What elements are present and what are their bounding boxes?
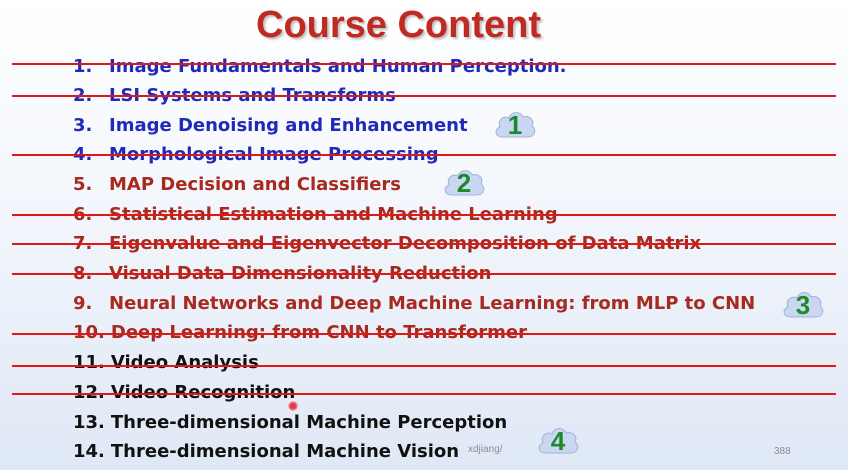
strike-line xyxy=(12,333,836,335)
item-number: 1. xyxy=(73,56,93,77)
course-item-11: 11. Video Analysis xyxy=(73,348,259,378)
item-text: Video Recognition xyxy=(110,382,296,403)
cloud-number: 2 xyxy=(456,168,472,198)
item-number: 12. xyxy=(73,382,105,403)
cloud-number: 3 xyxy=(795,290,811,320)
item-text: Three-dimensional Machine Vision xyxy=(110,441,460,462)
cloud-number: 4 xyxy=(550,426,566,456)
laser-pointer-dot xyxy=(288,401,298,411)
item-number: 14. xyxy=(73,441,105,462)
cloud-icon xyxy=(783,292,824,318)
strike-line xyxy=(12,214,836,216)
course-item-3: 3. Image Denoising and Enhancement xyxy=(73,111,468,141)
item-number: 3. xyxy=(73,115,93,136)
item-text: Deep Learning: from CNN to Transformer xyxy=(110,322,527,343)
course-item-10: 10. Deep Learning: from CNN to Transforme… xyxy=(73,318,527,348)
cloud-icon xyxy=(495,112,536,138)
strike-line xyxy=(12,243,836,245)
course-item-12: 12. Video Recognition xyxy=(73,378,295,408)
course-item-9: 9. Neural Networks and Deep Machine Learn… xyxy=(73,289,755,319)
item-number: 9. xyxy=(73,293,93,314)
item-number: 5. xyxy=(73,174,93,195)
strike-line xyxy=(12,393,836,395)
cloud-icon xyxy=(538,428,579,454)
item-text: Video Analysis xyxy=(110,352,259,373)
page-number: 388 xyxy=(774,446,791,457)
item-text: MAP Decision and Classifiers xyxy=(109,174,401,195)
item-text: Image Fundamentals and Human Perception. xyxy=(109,56,567,77)
item-text: Three-dimensional Machine Perception xyxy=(110,412,508,433)
cloud-badge-4: 4 xyxy=(535,423,581,459)
cloud-number: 1 xyxy=(507,110,523,140)
strike-line xyxy=(12,95,836,97)
slide-title: Course Content xyxy=(256,4,541,46)
cloud-badge-1: 1 xyxy=(492,107,538,143)
item-number: 10. xyxy=(73,322,105,343)
footer-url: xdjiang/ xyxy=(468,444,503,455)
item-number: 11. xyxy=(73,352,105,373)
strike-line xyxy=(12,273,836,275)
item-text: Neural Networks and Deep Machine Learnin… xyxy=(109,293,756,314)
cloud-icon xyxy=(444,170,485,196)
item-text: Image Denoising and Enhancement xyxy=(109,115,468,136)
course-item-14: 14. Three-dimensional Machine Vision xyxy=(73,437,459,467)
item-number: 13. xyxy=(73,412,105,433)
cloud-badge-3: 3 xyxy=(780,287,826,323)
cloud-badge-2: 2 xyxy=(441,165,487,201)
course-item-13: 13. Three-dimensional Machine Perception xyxy=(73,408,507,438)
course-item-5: 5. MAP Decision and Classifiers xyxy=(73,170,401,200)
strike-line xyxy=(12,63,836,65)
course-item-1: 1. Image Fundamentals and Human Perceptio… xyxy=(73,52,567,82)
strike-line xyxy=(12,365,836,367)
strike-line xyxy=(12,154,836,156)
